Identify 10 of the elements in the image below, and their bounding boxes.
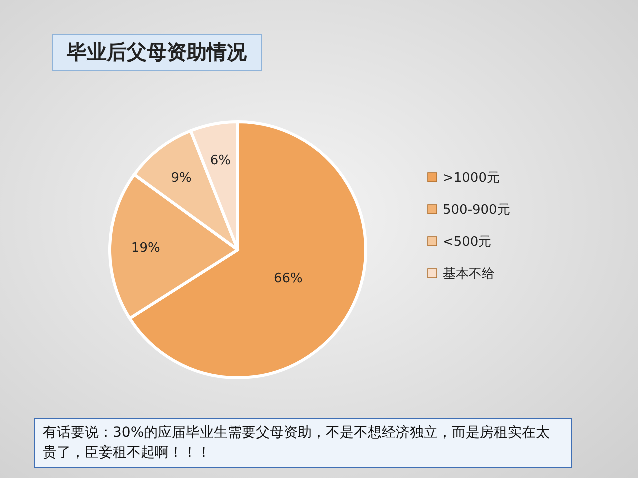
- text: 有话要说：30%的应届毕业生需要父母资助，不是不想经济独立，而是房租实在太贵了，臣妾租不起啊！！！: [34, 418, 572, 468]
- data-label: 9%: [171, 171, 192, 186]
- data-label: 19%: [131, 241, 160, 256]
- data-label: 66%: [274, 272, 303, 287]
- legend-label: <500元: [443, 235, 492, 250]
- legend-label: 500-900元: [443, 203, 510, 218]
- slice-label: >1000元: [443, 171, 500, 186]
- data-label: 6%: [210, 153, 232, 168]
- legend-label: 基本不给: [443, 267, 495, 282]
- chart-title: 毕业后父母资助情况: [52, 34, 262, 71]
